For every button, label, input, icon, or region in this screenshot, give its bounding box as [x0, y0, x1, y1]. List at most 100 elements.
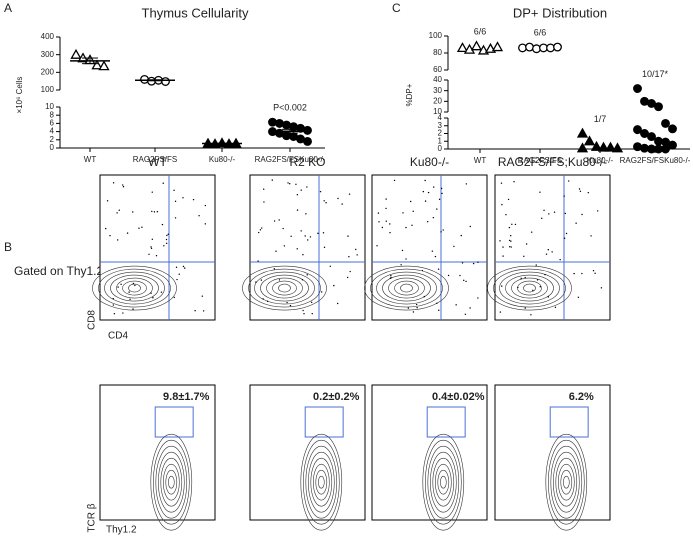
event-dot [304, 235, 306, 237]
event-dot [173, 189, 175, 192]
event-dot [273, 268, 276, 270]
event-dot [535, 264, 537, 266]
contour [422, 433, 465, 531]
event-dot [530, 314, 532, 316]
sample-name: Ku80-/- [410, 155, 449, 169]
event-dot [594, 272, 596, 274]
event-dot [141, 226, 143, 228]
event-dot [563, 237, 566, 239]
event-dot [400, 264, 402, 266]
event-dot [385, 207, 387, 210]
contour [305, 445, 338, 519]
event-dot [385, 220, 387, 222]
data-point [647, 132, 656, 142]
annotation: 10/17* [642, 69, 669, 79]
event-dot [465, 280, 467, 283]
event-dot [433, 186, 435, 188]
event-dot [508, 239, 511, 242]
x-tick-label: RAG2FS/FSKu80-/- [620, 156, 691, 165]
contour [562, 475, 570, 489]
event-dot [401, 249, 404, 252]
event-dot [134, 284, 136, 287]
event-dot [389, 223, 391, 225]
event-dot [459, 274, 461, 277]
event-dot [389, 231, 391, 234]
event-dot [551, 251, 553, 253]
event-dot [287, 182, 289, 184]
event-dot [275, 250, 277, 252]
contour [376, 271, 437, 305]
event-dot [416, 307, 418, 309]
annotation: 6/6 [474, 27, 487, 37]
event-dot [407, 307, 410, 309]
contour [557, 463, 575, 501]
event-dot [337, 197, 339, 200]
event-dot [132, 211, 134, 213]
y-axis-label: ×10⁶ Cells [15, 77, 24, 114]
event-dot [132, 308, 134, 310]
event-dot [296, 209, 299, 211]
event-dot [112, 182, 115, 184]
y-tick-label: 10 [433, 107, 442, 116]
event-dot [385, 198, 387, 200]
contour [242, 265, 327, 311]
event-dot [573, 272, 575, 275]
event-dot [525, 243, 528, 245]
event-dot [502, 255, 504, 257]
event-dot [290, 235, 292, 238]
event-dot [530, 231, 533, 233]
flow-plot [371, 174, 488, 321]
data-point [633, 142, 642, 152]
y-tick-label: 0 [50, 143, 55, 152]
x-tick-label: Ku80-/- [587, 156, 614, 165]
event-dot [434, 255, 437, 258]
event-dot [178, 273, 180, 275]
event-dot [150, 246, 152, 248]
event-dot [204, 204, 207, 207]
data-point [268, 117, 277, 127]
y-tick-label: 2 [438, 129, 443, 138]
event-dot [306, 274, 308, 276]
gate [154, 406, 194, 438]
event-dot [568, 180, 570, 182]
data-point [590, 140, 603, 151]
contour [165, 469, 178, 495]
event-dot [507, 198, 510, 201]
event-dot [422, 190, 425, 193]
event-dot [116, 212, 118, 214]
event-dot [329, 265, 331, 267]
event-dot [286, 301, 288, 304]
event-dot [319, 190, 322, 193]
event-dot [173, 296, 176, 299]
panel-letter: A [4, 1, 12, 15]
event-dot [499, 240, 501, 242]
event-dot [517, 286, 519, 289]
event-dot [320, 291, 323, 293]
annotation: P<0.002 [273, 103, 307, 113]
contour [98, 268, 171, 308]
event-dot [148, 253, 150, 255]
y-tick-label: 10 [45, 102, 54, 111]
contour [254, 271, 315, 305]
event-dot [192, 198, 195, 201]
event-dot [536, 279, 539, 281]
event-dot [438, 309, 440, 311]
contour [429, 451, 457, 513]
event-dot [441, 192, 443, 195]
event-dot [305, 213, 307, 215]
contour [110, 274, 159, 302]
contour [427, 445, 460, 519]
event-dot [390, 277, 392, 279]
y-axis-label: %DP+ [405, 83, 414, 106]
event-dot [461, 262, 464, 264]
data-point [470, 40, 483, 51]
event-dot [150, 247, 153, 250]
event-dot [440, 231, 442, 233]
event-dot [174, 217, 177, 219]
contour [104, 271, 165, 305]
event-dot [412, 210, 414, 212]
event-dot [499, 311, 502, 313]
event-dot [437, 268, 440, 270]
event-dot [469, 307, 471, 309]
